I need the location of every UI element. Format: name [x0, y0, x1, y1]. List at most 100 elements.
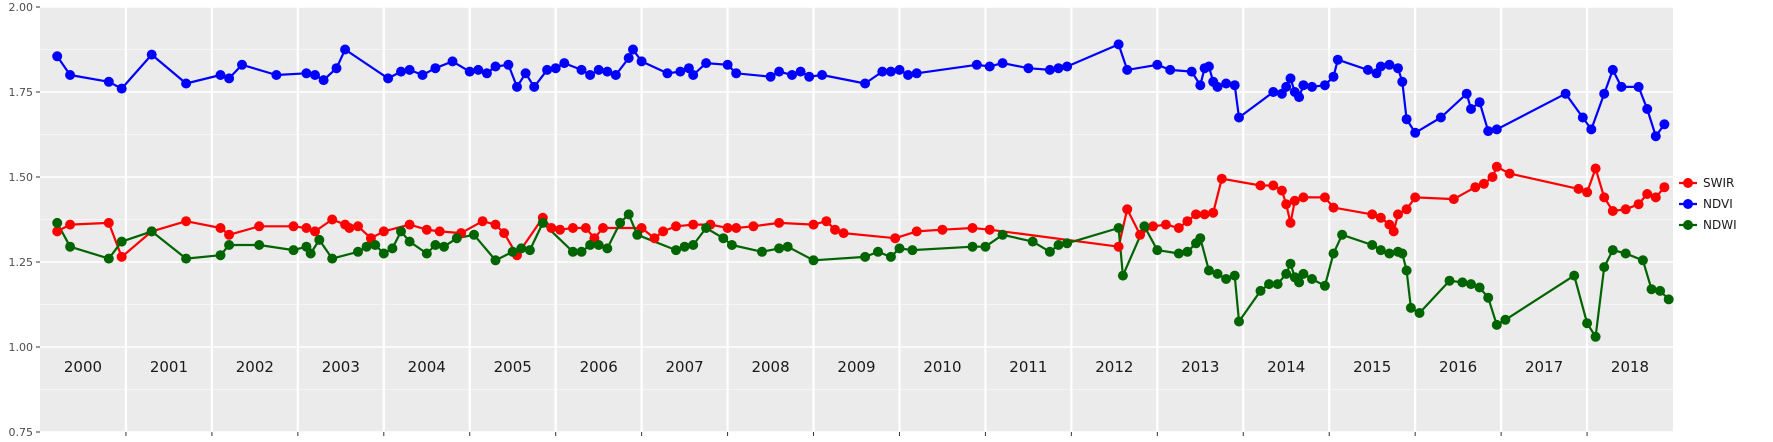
y-tick-label: 1.25	[9, 256, 34, 269]
data-point-ndvi	[1461, 88, 1472, 99]
data-point-swir	[722, 223, 733, 233]
data-point-ndwi	[615, 217, 626, 228]
data-point-ndvi	[318, 75, 329, 86]
data-point-ndvi	[1435, 112, 1446, 123]
data-point-ndvi	[1410, 127, 1421, 138]
data-point-ndvi	[1195, 80, 1206, 91]
data-point-swir	[288, 221, 299, 232]
data-point-swir	[1448, 194, 1459, 205]
data-point-ndvi	[331, 63, 342, 74]
data-point-ndwi	[1375, 245, 1386, 256]
data-point-ndvi	[1384, 59, 1395, 70]
data-point-ndvi	[1560, 88, 1571, 99]
data-point-ndvi	[1285, 73, 1296, 84]
data-point-ndwi	[1027, 236, 1038, 247]
data-point-ndvi	[1599, 88, 1610, 99]
year-label: 2013	[1181, 358, 1219, 376]
data-point-ndwi	[757, 246, 767, 257]
data-point-ndwi	[396, 226, 406, 237]
data-point-ndvi	[688, 70, 699, 80]
data-point-swir	[658, 226, 669, 237]
data-point-ndvi	[52, 51, 63, 62]
data-point-ndwi	[421, 248, 432, 259]
data-point-ndwi	[576, 246, 587, 257]
data-point-ndwi	[314, 234, 325, 245]
data-point-swir	[1607, 206, 1618, 216]
data-point-ndwi	[1444, 275, 1455, 286]
data-point-ndvi	[1642, 104, 1653, 114]
data-point-ndwi	[1307, 274, 1317, 284]
data-point-ndvi	[1483, 126, 1494, 137]
data-point-ndvi	[817, 70, 828, 80]
legend-label: NDWI	[1703, 218, 1737, 232]
data-point-ndwi	[327, 253, 338, 264]
data-point-ndwi	[774, 243, 785, 254]
data-point-ndvi	[550, 63, 561, 74]
data-point-ndvi	[787, 70, 797, 80]
data-point-ndwi	[146, 226, 157, 237]
data-point-ndwi	[1414, 308, 1425, 318]
data-point-swir	[821, 216, 832, 227]
data-point-ndwi	[1663, 294, 1674, 305]
year-label: 2014	[1267, 358, 1305, 376]
data-point-swir	[731, 223, 742, 233]
year-label: 2007	[666, 358, 704, 376]
y-tick-label: 1.50	[9, 171, 34, 184]
data-point-ndvi	[65, 70, 76, 80]
data-point-swir	[434, 226, 445, 237]
data-point-ndvi	[1053, 63, 1064, 74]
data-point-ndvi	[731, 68, 742, 79]
data-point-ndvi	[860, 78, 871, 89]
data-point-ndwi	[894, 243, 905, 254]
data-point-ndwi	[1466, 279, 1476, 290]
data-point-ndwi	[288, 245, 299, 256]
data-point-ndvi	[1113, 39, 1124, 50]
series-layer	[52, 39, 1674, 342]
year-labels: 2000 2001 2002 2003 2004 2005 2006 2007 2008 2009…	[64, 358, 1649, 436]
data-point-ndwi	[1281, 268, 1292, 279]
legend-label: SWIR	[1703, 176, 1734, 190]
data-point-swir	[830, 224, 840, 235]
data-point-swir	[1276, 185, 1287, 196]
data-point-ndwi	[1328, 248, 1339, 259]
legend-label: NDVI	[1703, 197, 1733, 211]
data-point-ndvi	[559, 58, 570, 69]
data-point-ndwi	[1272, 279, 1283, 290]
legend: SWIR NDVI NDWI	[1679, 176, 1737, 232]
data-point-ndwi	[1637, 255, 1648, 266]
data-point-ndvi	[1165, 64, 1176, 75]
data-point-swir	[1659, 182, 1670, 193]
data-point-ndwi	[1401, 265, 1412, 276]
data-point-ndvi	[1397, 76, 1408, 87]
data-point-ndwi	[361, 241, 372, 252]
data-point-ndvi	[636, 56, 647, 67]
data-point-swir	[1113, 241, 1124, 252]
data-point-swir	[181, 216, 192, 227]
data-point-ndvi	[894, 64, 905, 75]
data-point-ndvi	[1268, 87, 1279, 97]
data-point-swir	[1388, 226, 1399, 237]
data-point-ndwi	[353, 246, 363, 257]
legend-key-marker	[1683, 199, 1693, 209]
data-point-ndvi	[481, 68, 492, 79]
data-point-ndvi	[765, 71, 776, 82]
data-point-ndwi	[726, 240, 737, 250]
data-point-ndvi	[512, 81, 522, 92]
data-point-ndwi	[808, 255, 819, 266]
data-point-ndvi	[520, 68, 531, 79]
data-point-ndwi	[567, 246, 578, 257]
data-point-ndwi	[860, 251, 871, 262]
data-point-swir	[1298, 192, 1309, 203]
data-point-swir	[567, 223, 578, 233]
data-point-swir	[1199, 209, 1210, 220]
data-point-swir	[1375, 212, 1386, 223]
data-point-swir	[688, 219, 699, 230]
data-point-ndwi	[593, 240, 604, 250]
data-point-ndwi	[907, 245, 918, 256]
data-point-ndwi	[469, 229, 479, 240]
data-point-swir	[224, 229, 235, 240]
data-point-ndwi	[1491, 319, 1502, 330]
data-point-ndvi	[885, 66, 896, 77]
data-point-ndwi	[671, 245, 681, 256]
data-point-ndvi	[1650, 131, 1661, 142]
